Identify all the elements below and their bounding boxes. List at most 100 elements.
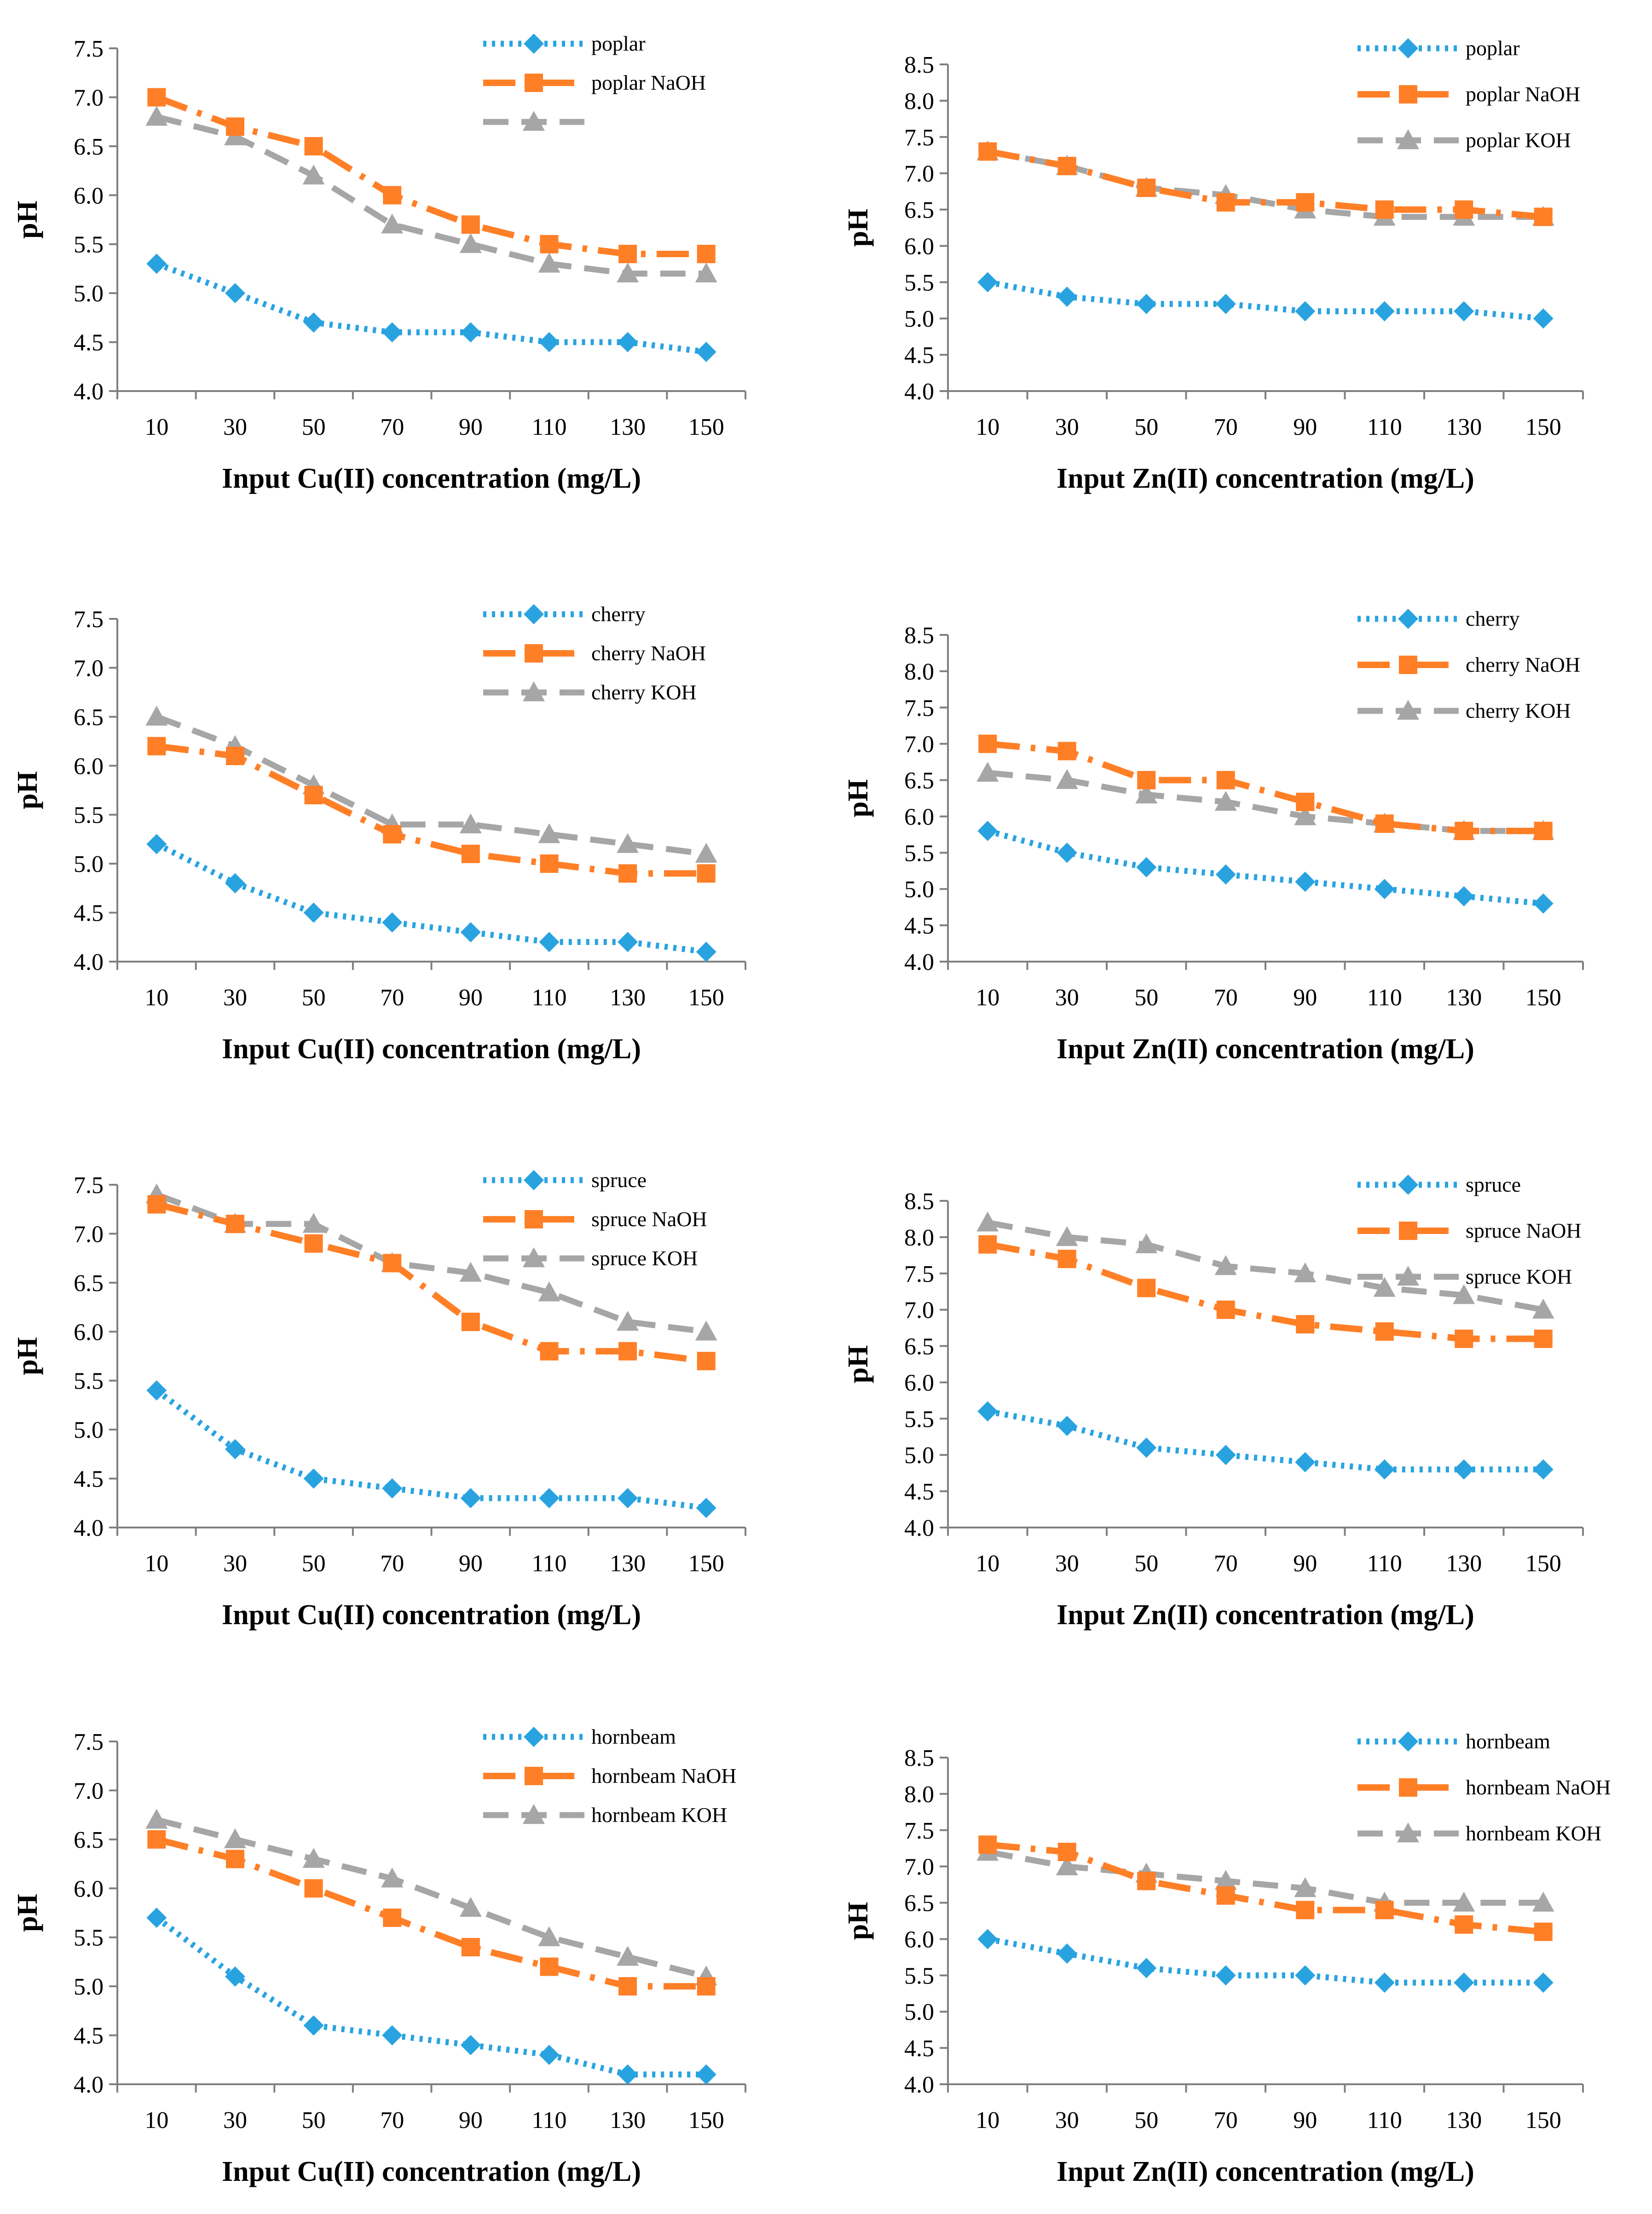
data-point bbox=[1057, 742, 1076, 761]
x-axis-title: Input Cu(II) concentration (mg/L) bbox=[222, 1599, 641, 1631]
series-line bbox=[156, 261, 707, 355]
data-point bbox=[1454, 1459, 1474, 1480]
data-point bbox=[1215, 1445, 1236, 1465]
y-tick-label: 6.0 bbox=[74, 183, 104, 209]
y-axis-title: pH bbox=[12, 1894, 43, 1932]
legend-item-1: spruce NaOH bbox=[483, 1207, 707, 1231]
y-tick-label: 5.5 bbox=[74, 1925, 104, 1951]
data-point bbox=[304, 1234, 323, 1253]
data-point bbox=[1455, 1329, 1473, 1348]
y-tick-label: 6.0 bbox=[904, 1926, 934, 1953]
y-tick-label: 7.0 bbox=[904, 1297, 934, 1324]
y-tick-label: 6.5 bbox=[74, 1827, 104, 1853]
data-point bbox=[382, 2025, 403, 2046]
y-tick-label: 5.5 bbox=[74, 1368, 104, 1395]
legend-marker bbox=[1399, 1222, 1417, 1240]
data-point bbox=[538, 253, 560, 273]
x-axis-title: Input Cu(II) concentration (mg/L) bbox=[222, 1033, 641, 1065]
y-tick-label: 7.5 bbox=[74, 1172, 104, 1199]
chart-panel-hornbeam-zn: 4.0 4.5 5.0 5.5 6.0 6.5 7.0 7.5 8.0 8.5 10 30 50 70 90… bbox=[828, 1693, 1652, 2213]
data-point bbox=[1136, 294, 1157, 314]
x-tick-label: 90 bbox=[1293, 414, 1317, 440]
data-point bbox=[460, 322, 481, 343]
series-1 bbox=[147, 88, 716, 263]
y-tick-label: 4.0 bbox=[74, 949, 104, 975]
data-point bbox=[1056, 1226, 1078, 1246]
y-tick-label: 4.0 bbox=[74, 1515, 104, 1541]
data-point bbox=[1295, 1452, 1316, 1472]
legend-marker bbox=[1397, 129, 1419, 150]
legend-marker bbox=[524, 604, 544, 624]
data-point bbox=[1296, 193, 1315, 212]
chart-panel-hornbeam-cu: 4.0 4.5 5.0 5.5 6.0 6.5 7.0 7.5 10 30 50 70 90 110 130… bbox=[0, 1693, 814, 2213]
data-point bbox=[147, 88, 166, 107]
legend-item-0: poplar bbox=[1357, 36, 1520, 60]
legend-label: spruce NaOH bbox=[591, 1207, 707, 1231]
chart-hornbeam-zn: 4.0 4.5 5.0 5.5 6.0 6.5 7.0 7.5 8.0 8.5 10 30 50 70 90… bbox=[843, 1730, 1611, 2187]
x-tick-label: 150 bbox=[688, 985, 724, 1011]
legend-item-2: hornbeam KOH bbox=[1357, 1822, 1601, 1845]
x-tick-label: 150 bbox=[1525, 1551, 1561, 1577]
x-tick-label: 90 bbox=[459, 985, 483, 1011]
legend-item-0: hornbeam bbox=[1357, 1730, 1550, 1753]
legend-item-0: hornbeam bbox=[483, 1725, 676, 1748]
data-point bbox=[460, 1488, 481, 1509]
data-point bbox=[618, 1488, 638, 1509]
y-tick-label: 7.0 bbox=[904, 1854, 934, 1880]
data-point bbox=[146, 1380, 167, 1401]
data-point bbox=[1295, 871, 1316, 892]
y-tick-label: 4.5 bbox=[904, 913, 934, 939]
legend-item-2: hornbeam KOH bbox=[483, 1803, 727, 1827]
data-point bbox=[695, 1320, 717, 1341]
x-tick-label: 150 bbox=[688, 414, 724, 440]
data-point bbox=[1534, 208, 1553, 226]
x-tick-label: 90 bbox=[459, 414, 483, 440]
x-tick-label: 30 bbox=[1055, 1551, 1079, 1577]
legend-item-1: poplar NaOH bbox=[1357, 82, 1580, 106]
y-tick-label: 5.5 bbox=[904, 840, 934, 866]
legend-item-0: poplar bbox=[483, 32, 646, 55]
y-tick-label: 4.5 bbox=[74, 900, 104, 927]
data-point bbox=[1534, 822, 1553, 840]
y-tick-label: 6.5 bbox=[74, 1270, 104, 1297]
data-point bbox=[978, 734, 997, 753]
chart-cherry-cu: 4.0 4.5 5.0 5.5 6.0 6.5 7.0 7.5 10 30 50 70 90 110 130… bbox=[12, 602, 746, 1065]
y-tick-label: 4.5 bbox=[74, 330, 104, 356]
data-point bbox=[696, 1498, 716, 1518]
data-point bbox=[977, 1929, 998, 1949]
x-tick-label: 150 bbox=[688, 2107, 724, 2133]
y-tick-label: 6.5 bbox=[74, 134, 104, 160]
y-tick-label: 7.0 bbox=[74, 1221, 104, 1247]
y-tick-label: 8.0 bbox=[904, 1782, 934, 1808]
x-tick-label: 110 bbox=[1367, 2107, 1402, 2133]
x-tick-label: 30 bbox=[223, 2107, 247, 2133]
y-tick-label: 5.0 bbox=[904, 1442, 934, 1469]
data-point bbox=[1375, 200, 1394, 219]
y-tick-label: 5.5 bbox=[904, 1963, 934, 1989]
data-point bbox=[1294, 805, 1317, 825]
y-tick-label: 4.5 bbox=[904, 2035, 934, 2062]
legend-marker bbox=[524, 1170, 544, 1190]
x-tick-label: 130 bbox=[610, 985, 646, 1011]
legend-marker bbox=[523, 111, 545, 131]
data-point bbox=[1455, 822, 1473, 840]
y-axis-title: pH bbox=[843, 209, 874, 247]
y-tick-label: 6.5 bbox=[904, 1891, 934, 1917]
legend-marker bbox=[1398, 1731, 1418, 1752]
data-point bbox=[225, 117, 244, 136]
data-point bbox=[1294, 1262, 1317, 1282]
data-point bbox=[1214, 1870, 1237, 1890]
legend-marker bbox=[525, 74, 543, 92]
data-point bbox=[1216, 1886, 1235, 1905]
data-point bbox=[617, 1311, 639, 1331]
data-point bbox=[1215, 294, 1236, 314]
data-point bbox=[225, 747, 244, 765]
y-tick-label: 8.5 bbox=[904, 1745, 934, 1771]
data-point bbox=[225, 1439, 245, 1459]
legend-item-1: cherry NaOH bbox=[1357, 653, 1580, 676]
y-tick-label: 6.0 bbox=[904, 1370, 934, 1396]
y-tick-label: 5.0 bbox=[904, 1999, 934, 2025]
y-tick-label: 4.5 bbox=[74, 2023, 104, 2049]
series-2 bbox=[145, 106, 717, 283]
x-tick-label: 50 bbox=[302, 414, 326, 440]
